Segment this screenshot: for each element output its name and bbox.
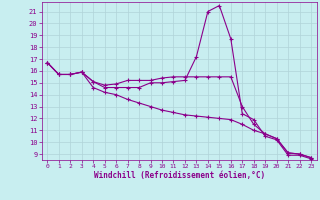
X-axis label: Windchill (Refroidissement éolien,°C): Windchill (Refroidissement éolien,°C) <box>94 171 265 180</box>
